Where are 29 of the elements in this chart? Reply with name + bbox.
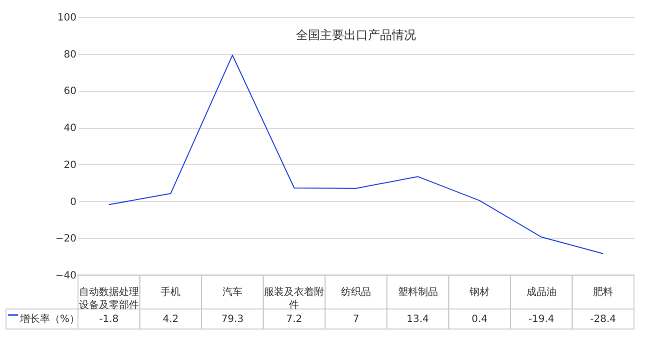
y-tick-label: 20 (64, 160, 76, 171)
data-label: 7 (352, 314, 360, 325)
y-tick-label: −40 (55, 270, 76, 282)
data-label: 13.4 (406, 314, 429, 325)
x-tick-label: 成品油 (526, 286, 556, 298)
x-tick-label: 手机 (160, 286, 181, 298)
y-tick-label: 100 (57, 12, 76, 24)
x-tick-label: 服装及衣着附件 (264, 286, 324, 311)
y-tick-label: 60 (64, 86, 76, 98)
data-label: -1.8 (99, 314, 119, 325)
x-tick-label: 钢材 (468, 286, 490, 298)
x-tick-label: 纺织品 (341, 286, 371, 298)
x-tick-label: 汽车 (222, 286, 242, 298)
data-label: 4.2 (162, 314, 179, 325)
data-label: 7.2 (286, 314, 302, 325)
line-series (108, 54, 604, 254)
y-tick-label: 0 (70, 196, 76, 208)
data-label: -19.4 (528, 314, 554, 325)
data-label: 79.3 (221, 314, 244, 325)
x-tick-label: 自动数据处理设备及零部件 (78, 286, 139, 311)
data-label: -28.4 (590, 314, 616, 325)
x-tick-label: 肥料 (593, 286, 614, 298)
data-label: 0.4 (472, 314, 488, 325)
y-tick-label: 40 (64, 123, 76, 134)
y-tick-label: 80 (64, 49, 76, 60)
text: 全国主要出口产品情况 (296, 28, 416, 42)
x-tick-label: 塑料制品 (398, 286, 438, 298)
y-tick-label: −20 (55, 234, 76, 245)
legend-label: 增长率（%） (19, 313, 80, 325)
